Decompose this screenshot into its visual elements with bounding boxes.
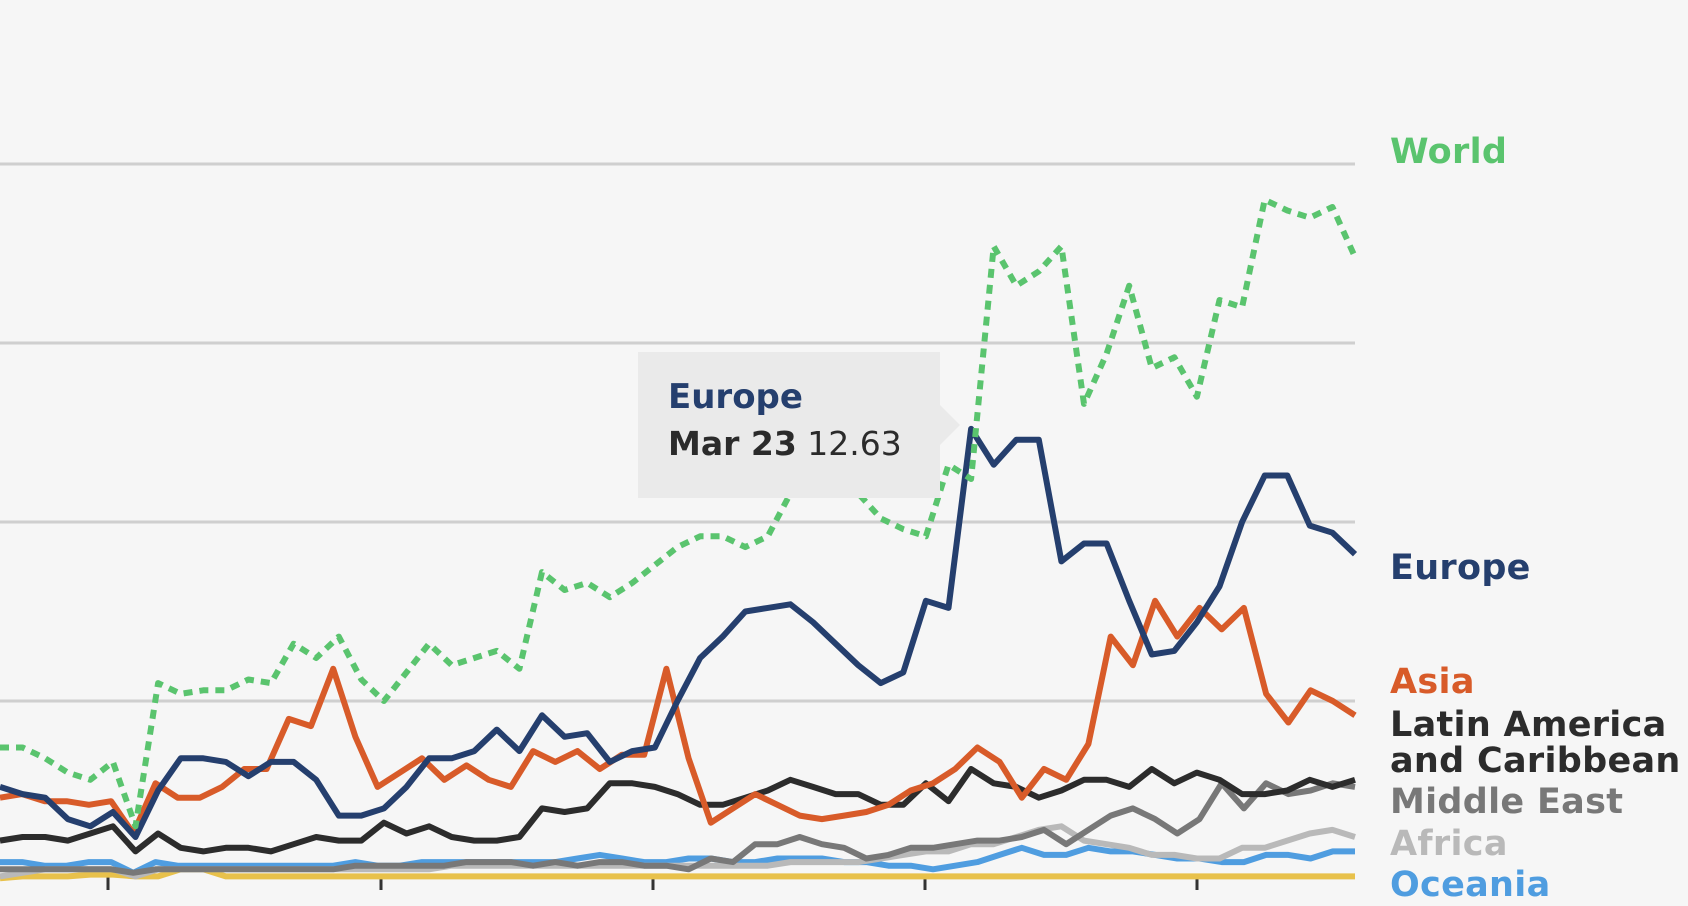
series-label-africa: Africa — [1390, 824, 1508, 864]
tooltip: Europe Mar 23 12.63 — [638, 352, 940, 498]
series-label-oceania: Oceania — [1390, 865, 1551, 905]
series-label-middle-east: Middle East — [1390, 782, 1623, 822]
series-line-latin-america-and-caribbean — [0, 766, 1356, 855]
series-line-middle-east — [0, 780, 1356, 876]
series-line-oceania — [0, 844, 1355, 876]
series-lines — [0, 196, 1358, 882]
series-line-unlabeled — [0, 866, 1355, 882]
series-line-asia — [0, 597, 1357, 837]
tooltip-value: 12.63 — [807, 424, 902, 463]
tooltip-series-name: Europe — [668, 377, 803, 417]
tooltip-row: Mar 23 12.63 — [668, 420, 940, 468]
series-label-latin-america-line1: Latin America — [1390, 705, 1667, 745]
series-label-world: World — [1390, 132, 1507, 172]
tooltip-arrow — [940, 405, 960, 445]
series-line-europe — [0, 425, 1358, 840]
series-label-latin-america-line2: and Caribbean — [1390, 741, 1681, 781]
tooltip-date: Mar 23 — [668, 424, 797, 463]
series-label-asia: Asia — [1390, 662, 1475, 702]
series-line-world — [0, 196, 1358, 830]
series-label-europe: Europe — [1390, 548, 1531, 588]
series-end-labels: World Europe Asia Latin America and Cari… — [1390, 132, 1681, 905]
